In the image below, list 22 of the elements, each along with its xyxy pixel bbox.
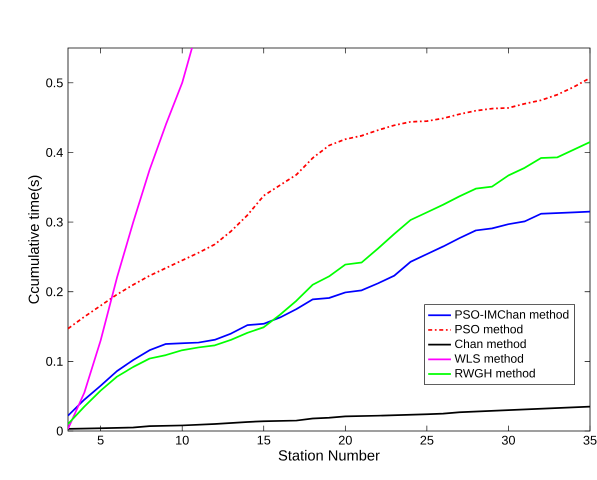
y-tick-label: 0.4 (46, 148, 63, 157)
line-series (68, 141, 590, 425)
x-tick-label: 35 (583, 436, 597, 445)
legend-label: Chan method (455, 339, 526, 348)
x-tick-label: 10 (176, 436, 189, 445)
x-tick-label: 20 (338, 436, 352, 445)
y-axis-title: Ccumulative time(s) (28, 176, 42, 304)
y-tick-label: 0 (56, 426, 63, 436)
legend-label: PSO method (455, 324, 522, 334)
x-tick-label: 15 (258, 436, 270, 445)
legend-label: RWGH method (455, 368, 535, 378)
y-tick-label: 0.3 (46, 218, 63, 227)
legend-label: PSO-IMChan method (455, 310, 568, 319)
x-tick-label: 25 (420, 436, 434, 445)
x-axis-title: Station Number (278, 450, 380, 461)
y-tick-label: 0.2 (46, 287, 63, 296)
line-series (68, 48, 193, 430)
x-tick-label: 30 (502, 436, 515, 445)
y-tick-label: 0.5 (46, 78, 63, 88)
y-tick-label: 0.1 (46, 356, 63, 366)
legend-label: WLS method (454, 354, 524, 363)
x-tick-label: 5 (98, 436, 104, 445)
